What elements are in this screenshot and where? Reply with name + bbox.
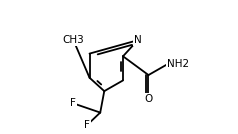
Text: NH2: NH2 [167,59,189,69]
Text: F: F [70,98,76,108]
Text: N: N [134,35,142,45]
Text: O: O [144,94,153,104]
Text: F: F [84,120,90,130]
Text: CH3: CH3 [63,35,84,45]
